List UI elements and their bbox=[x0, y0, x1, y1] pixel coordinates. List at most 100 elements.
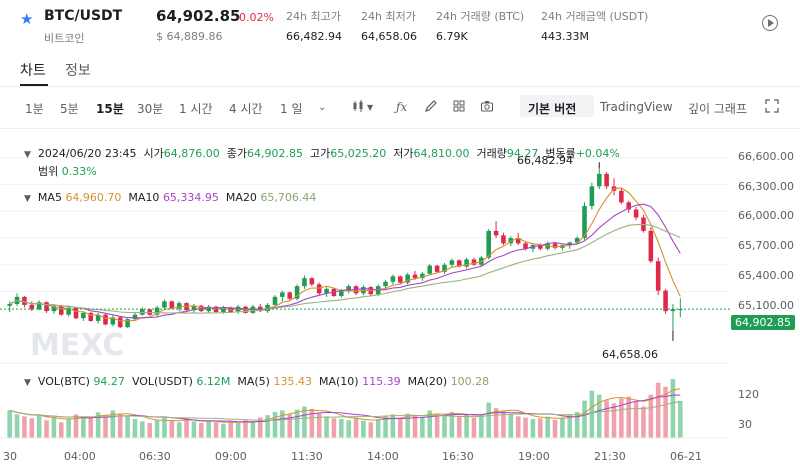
tradingview-button[interactable]: TradingView bbox=[600, 100, 673, 114]
basic-version-button[interactable] bbox=[520, 95, 594, 117]
ohlc-range-label: 범위 bbox=[38, 165, 59, 178]
candle-body bbox=[670, 309, 676, 312]
play-circle-icon[interactable] bbox=[762, 15, 778, 31]
interval-15m[interactable]: 15분 bbox=[96, 102, 124, 116]
volume-bar bbox=[582, 400, 587, 438]
candle-body bbox=[626, 202, 632, 210]
ma-chevron-icon[interactable]: ▼ bbox=[24, 194, 31, 204]
last-price: 64,902.85 bbox=[156, 7, 241, 25]
interval-1h[interactable]: 1 시간 bbox=[179, 102, 213, 116]
volume-bar bbox=[154, 419, 160, 438]
interval-1m[interactable]: 1분 bbox=[25, 102, 44, 116]
volume-bar bbox=[184, 418, 189, 438]
ohlc-datetime: 2024/06/20 23:45 bbox=[37, 147, 137, 160]
volume-bar bbox=[567, 415, 573, 438]
tab-info[interactable]: 정보 bbox=[65, 63, 91, 79]
layout-grid-icon[interactable] bbox=[452, 99, 466, 113]
candle-body bbox=[346, 286, 351, 291]
coin-name: 비트코인 bbox=[44, 32, 85, 45]
volume-bar bbox=[110, 410, 116, 438]
volume-bar bbox=[655, 382, 661, 438]
candle-body bbox=[88, 312, 94, 321]
volume-tick: 120 bbox=[738, 388, 759, 401]
interval-1d[interactable]: 1 일 bbox=[280, 102, 303, 116]
candle-body bbox=[397, 276, 403, 283]
candle-dropdown-icon[interactable]: ▼ bbox=[367, 103, 374, 112]
volume-bar bbox=[339, 419, 344, 438]
draw-pencil-icon[interactable] bbox=[424, 99, 438, 113]
watermark-logo: MEXC bbox=[30, 328, 124, 363]
info-chevron-icon[interactable]: ▼ bbox=[24, 150, 31, 160]
time-tick: 11:30 bbox=[291, 450, 323, 463]
volume-bar bbox=[147, 423, 152, 438]
candle-type-icon[interactable] bbox=[352, 99, 366, 113]
volume-bar bbox=[14, 414, 20, 438]
volume-bar bbox=[125, 416, 130, 438]
candle-body bbox=[103, 314, 108, 325]
ohlc-volume: 94.27 bbox=[506, 147, 539, 160]
ma20-line bbox=[9, 223, 681, 314]
star-icon[interactable]: ★ bbox=[20, 10, 34, 28]
candle-body bbox=[538, 245, 543, 249]
price-tick: 66,000.00 bbox=[738, 209, 794, 222]
price-tick: 66,300.00 bbox=[738, 180, 794, 193]
time-tick: 14:00 bbox=[367, 450, 399, 463]
candle-body bbox=[287, 292, 293, 299]
chart-canvas[interactable]: MEXC bbox=[0, 130, 800, 468]
volume-bar bbox=[132, 419, 138, 438]
volume-bar bbox=[117, 413, 123, 438]
tab-chart[interactable]: 차트 bbox=[20, 63, 46, 79]
volume-bar bbox=[464, 414, 469, 438]
vol-chevron-icon[interactable]: ▼ bbox=[24, 378, 31, 388]
candle-body bbox=[596, 173, 602, 187]
volume-bar bbox=[44, 420, 49, 438]
candle-body bbox=[449, 260, 455, 265]
fullscreen-icon[interactable] bbox=[765, 99, 779, 113]
ohlc-low: 64,810.00 bbox=[413, 147, 470, 160]
stat-value-low: 64,658.06 bbox=[361, 30, 417, 43]
volume-bar bbox=[88, 418, 94, 438]
candle-body bbox=[22, 296, 27, 305]
candle-body bbox=[184, 303, 189, 311]
volume-bar bbox=[619, 398, 624, 438]
pair-symbol[interactable]: BTC/USDT bbox=[44, 8, 123, 24]
candle-body bbox=[456, 260, 462, 267]
candlestick-chart[interactable]: MEXC ▼ 2024/06/20 23:45 시가64,876.00 종가64… bbox=[0, 130, 800, 468]
volume-bar bbox=[176, 422, 182, 438]
candle-body bbox=[582, 205, 587, 239]
interval-4h[interactable]: 4 시간 bbox=[229, 102, 263, 116]
ohlc-info: ▼ 2024/06/20 23:45 시가64,876.00 종가64,902.… bbox=[24, 145, 620, 161]
candle-body bbox=[442, 264, 447, 272]
volume-bar bbox=[604, 400, 609, 438]
candle-body bbox=[420, 273, 425, 279]
interval-30m[interactable]: 30분 bbox=[137, 102, 164, 116]
candle-body bbox=[132, 314, 138, 320]
candle-body bbox=[117, 317, 123, 328]
time-tick: 16:30 bbox=[442, 450, 474, 463]
candle-body bbox=[589, 186, 595, 206]
candle-body bbox=[51, 305, 57, 312]
volume-bar bbox=[287, 414, 293, 438]
chevron-down-icon[interactable]: ⌄ bbox=[318, 102, 327, 113]
candle-body bbox=[324, 288, 329, 294]
ma5-line bbox=[9, 187, 681, 322]
candle-body bbox=[176, 303, 182, 309]
volume-bar bbox=[368, 422, 374, 438]
candle-body bbox=[294, 286, 300, 299]
candle-body bbox=[486, 230, 491, 258]
volume-bar bbox=[574, 412, 580, 438]
time-tick: 06-21 bbox=[670, 450, 702, 463]
volume-bar bbox=[523, 417, 528, 438]
volume-bar bbox=[191, 421, 197, 438]
depth-chart-button[interactable]: 깊이 그래프 bbox=[688, 102, 748, 116]
indicator-fx-icon[interactable]: ƒx bbox=[396, 100, 408, 114]
camera-icon[interactable] bbox=[480, 99, 494, 113]
volume-bar bbox=[309, 408, 315, 438]
time-tick: 06:30 bbox=[139, 450, 171, 463]
volume-bar bbox=[670, 378, 676, 438]
interval-5m[interactable]: 5분 bbox=[60, 102, 79, 116]
tab-active-indicator bbox=[20, 84, 48, 86]
vol-ma5-value: 135.43 bbox=[273, 375, 312, 388]
volume-tick: 30 bbox=[738, 418, 752, 431]
volume-bar bbox=[633, 401, 639, 438]
